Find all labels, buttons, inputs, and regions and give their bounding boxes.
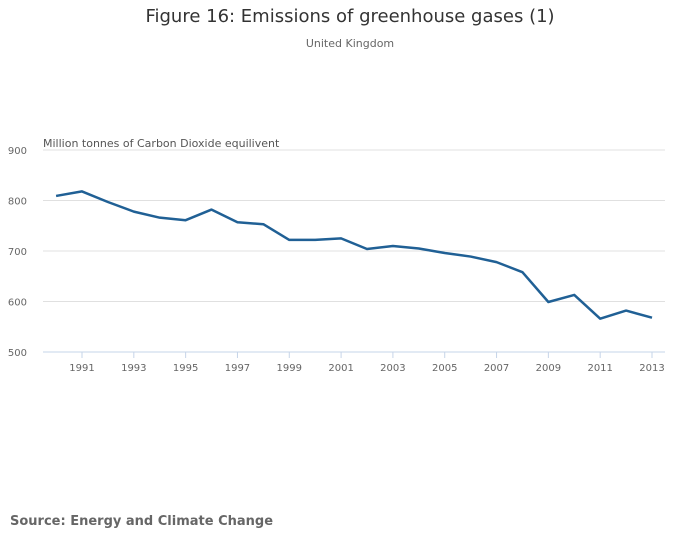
x-tick-label: 2013 (639, 363, 664, 374)
chart-title: Figure 16: Emissions of greenhouse gases… (145, 6, 555, 27)
chart-subtitle: United Kingdom (305, 37, 395, 50)
x-tick-label: 1997 (225, 363, 250, 374)
x-tick-label: 2011 (587, 363, 612, 374)
x-tick-label: 2009 (536, 363, 561, 374)
x-tick-label: 1991 (69, 363, 94, 374)
x-tick-label: 2007 (484, 363, 509, 374)
y-tick-label: 700 (8, 247, 27, 258)
x-tick-label: 1995 (173, 363, 198, 374)
x-tick-label: 2003 (380, 363, 405, 374)
y-tick-label: 500 (8, 348, 27, 359)
source-note: Source: Energy and Climate Change (10, 514, 274, 529)
line-chart: Million tonnes of Carbon Dioxide equiliv… (8, 137, 665, 374)
series-line (55, 190, 653, 320)
y-tick-label: 800 (8, 197, 27, 208)
y-axis-label: Million tonnes of Carbon Dioxide equiliv… (43, 137, 280, 150)
y-tick-label: 900 (8, 146, 27, 157)
y-tick-label: 600 (8, 298, 27, 309)
x-tick-label: 1993 (121, 363, 146, 374)
x-tick-label: 1999 (277, 363, 302, 374)
x-tick-label: 2001 (328, 363, 353, 374)
x-tick-label: 2005 (432, 363, 457, 374)
